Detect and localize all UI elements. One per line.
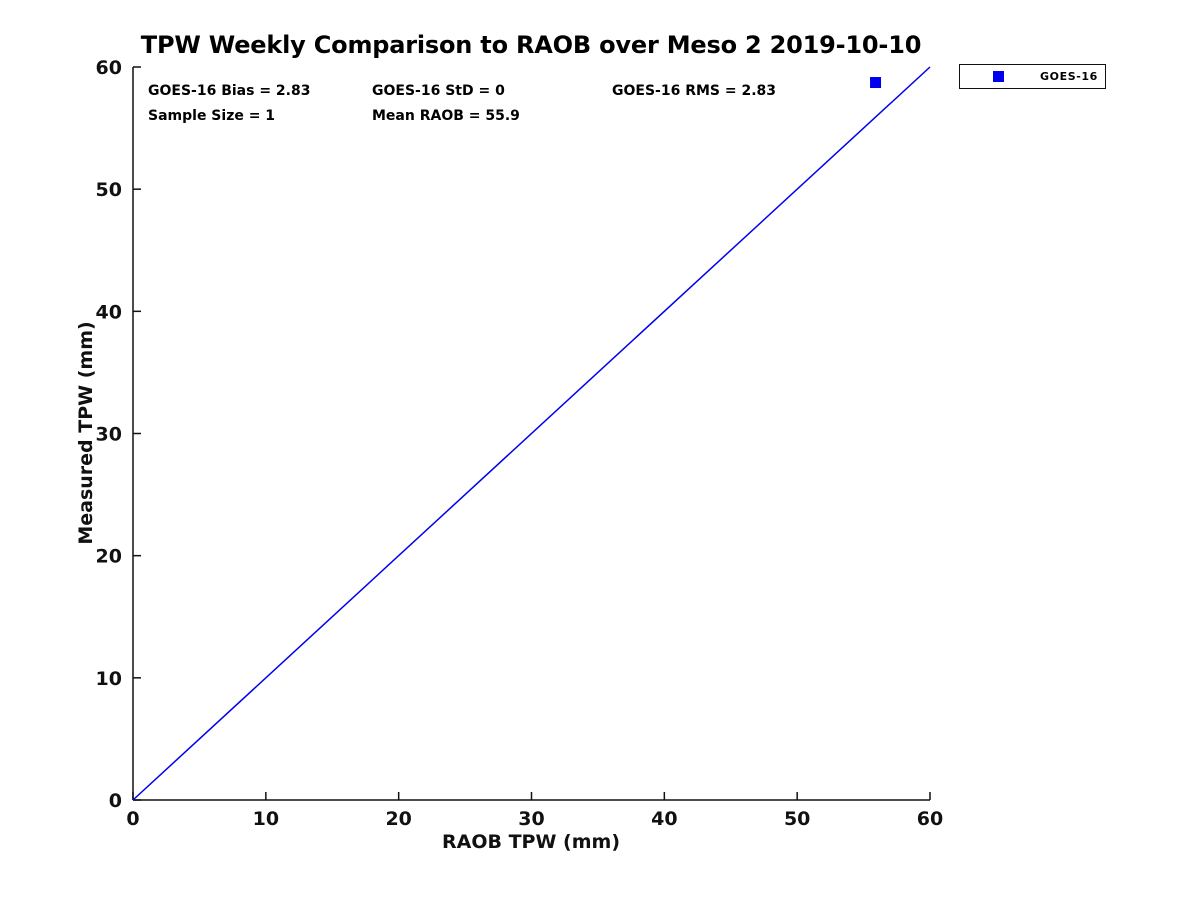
annotation-rms: GOES-16 RMS = 2.83	[612, 83, 777, 99]
identity-line	[132, 66, 931, 801]
annotation-std: GOES-16 StD = 0	[372, 83, 505, 99]
chart-title: TPW Weekly Comparison to RAOB over Meso …	[140, 31, 922, 59]
x-axis-label: RAOB TPW (mm)	[441, 831, 621, 853]
y-tick-label: 20	[96, 546, 122, 568]
x-tick-label: 10	[253, 808, 279, 830]
y-axis-label: Measured TPW (mm)	[75, 321, 97, 545]
legend: GOES-16	[959, 64, 1106, 89]
y-tick-label: 40	[96, 301, 122, 323]
annotation-bias: GOES-16 Bias = 2.83	[148, 83, 311, 99]
y-tick-label: 50	[96, 179, 122, 201]
x-tick-label: 30	[518, 808, 544, 830]
y-tick-label: 60	[96, 57, 122, 79]
annotation-sample-size: Sample Size = 1	[148, 108, 276, 124]
x-tick-label: 20	[385, 808, 411, 830]
legend-label: GOES-16	[1040, 70, 1098, 83]
x-tick-label: 0	[126, 808, 139, 830]
x-tick-label: 60	[917, 808, 943, 830]
y-tick-label: 0	[109, 790, 122, 812]
x-tick-label: 50	[784, 808, 810, 830]
y-tick-label: 30	[96, 424, 122, 446]
y-tick-label: 10	[96, 668, 122, 690]
legend-marker-square-icon	[993, 71, 1004, 82]
annotation-mean-raob: Mean RAOB = 55.9	[372, 108, 520, 124]
x-tick-label: 40	[651, 808, 677, 830]
data-point-marker	[870, 77, 882, 89]
